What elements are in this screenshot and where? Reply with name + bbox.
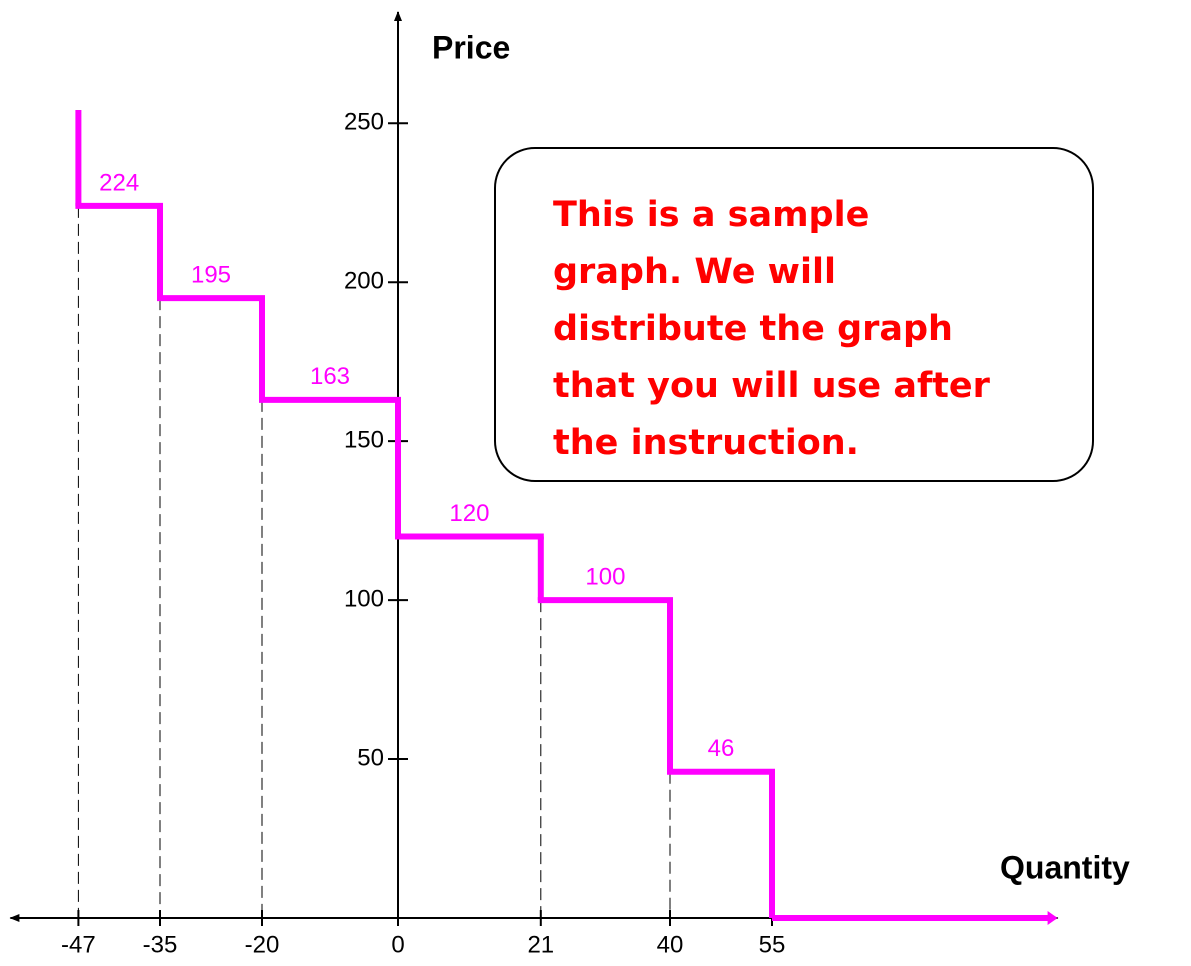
x-tick-label: -47 [61, 931, 96, 958]
note-line: distribute the graph [553, 309, 953, 349]
value-label: 224 [99, 169, 139, 196]
value-label: 100 [585, 563, 625, 590]
note-line: This is a sample [553, 195, 869, 235]
note-line: graph. We will [553, 252, 836, 292]
y-tick-label: 250 [344, 109, 384, 136]
x-tick-label: -20 [245, 931, 280, 958]
y-tick-label: 200 [344, 268, 384, 295]
y-tick-label: 150 [344, 427, 384, 454]
tail-arrow [1047, 911, 1058, 925]
x-tick-label: 0 [391, 931, 404, 958]
x-tick-label: 55 [759, 931, 786, 958]
y-axis-label: Price [432, 29, 510, 65]
y-tick-label: 100 [344, 585, 384, 612]
note-line: the instruction. [553, 423, 859, 463]
x-tick-label: -35 [143, 931, 178, 958]
note-box [494, 147, 1094, 482]
x-axis-label: Quantity [1000, 849, 1130, 885]
x-tick-label: 40 [657, 931, 684, 958]
note-line: that you will use after [553, 366, 991, 406]
value-label: 46 [708, 735, 735, 762]
y-tick-label: 50 [357, 744, 384, 771]
value-label: 120 [449, 500, 489, 527]
x-tick-label: 21 [527, 931, 554, 958]
value-label: 195 [191, 261, 231, 288]
value-label: 163 [310, 363, 350, 390]
